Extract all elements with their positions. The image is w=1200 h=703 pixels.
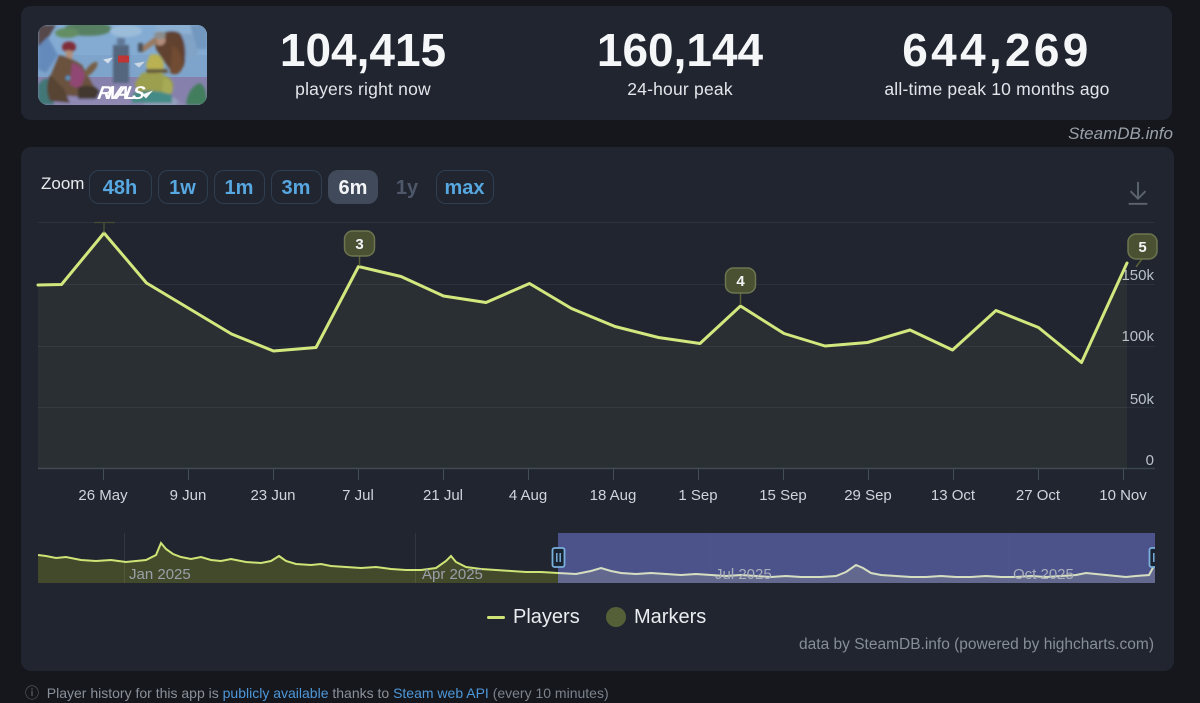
svg-text:7 Jul: 7 Jul bbox=[342, 487, 374, 504]
svg-text:0: 0 bbox=[1146, 452, 1154, 469]
svg-text:10 Nov: 10 Nov bbox=[1099, 487, 1147, 504]
svg-text:RIVALS: RIVALS bbox=[96, 82, 147, 103]
svg-text:50k: 50k bbox=[1130, 391, 1155, 408]
svg-text:26 May: 26 May bbox=[78, 487, 128, 504]
svg-text:4: 4 bbox=[736, 273, 745, 290]
svg-text:Jul 2025: Jul 2025 bbox=[715, 566, 772, 583]
svg-text:1 Sep: 1 Sep bbox=[678, 487, 717, 504]
svg-text:100k: 100k bbox=[1121, 328, 1154, 345]
svg-text:4 Aug: 4 Aug bbox=[509, 487, 547, 504]
svg-text:18 Aug: 18 Aug bbox=[590, 487, 637, 504]
svg-text:3: 3 bbox=[355, 236, 363, 253]
svg-text:23 Jun: 23 Jun bbox=[250, 487, 295, 504]
svg-text:21 Jul: 21 Jul bbox=[423, 487, 463, 504]
svg-text:13 Oct: 13 Oct bbox=[931, 487, 976, 504]
svg-text:Apr 2025: Apr 2025 bbox=[422, 566, 483, 583]
svg-text:Jan 2025: Jan 2025 bbox=[129, 566, 191, 583]
svg-text:29 Sep: 29 Sep bbox=[844, 487, 892, 504]
svg-text:5: 5 bbox=[1138, 239, 1146, 256]
svg-text:Oct 2025: Oct 2025 bbox=[1013, 566, 1074, 583]
svg-text:15 Sep: 15 Sep bbox=[759, 487, 807, 504]
svg-text:9 Jun: 9 Jun bbox=[170, 487, 207, 504]
svg-text:27 Oct: 27 Oct bbox=[1016, 487, 1061, 504]
svg-text:150k: 150k bbox=[1121, 267, 1154, 284]
